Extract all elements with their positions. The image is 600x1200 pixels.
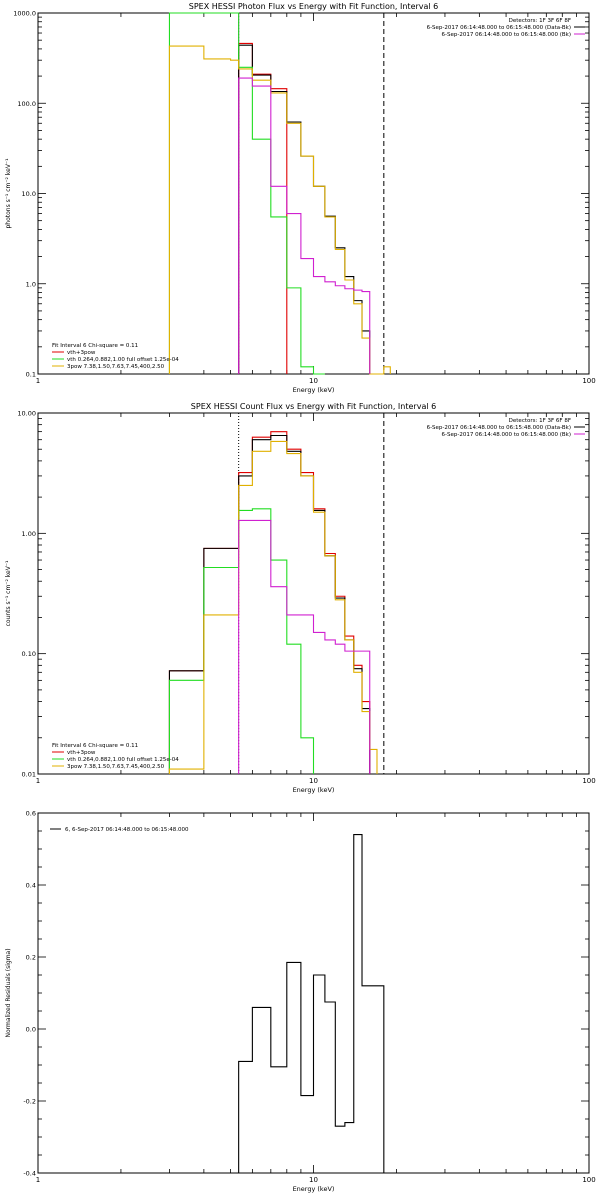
x-axis-label: Energy (keV) bbox=[293, 1185, 335, 1193]
series-line-1 bbox=[238, 834, 385, 1173]
y-tick-label: 0.1 bbox=[26, 371, 36, 379]
legend-bottom-left-text: vth+3pow bbox=[67, 350, 96, 356]
series-line-3 bbox=[168, 508, 315, 774]
y-tick-label: 10.00 bbox=[17, 410, 36, 418]
legend-bottom-left-text: Fit Interval 6 Chi-square = 0.11 bbox=[52, 743, 138, 749]
y-tick-label: 0.6 bbox=[26, 810, 36, 818]
chart-title: SPEX HESSI Count Flux vs Energy with Fit… bbox=[191, 402, 436, 411]
legend-bottom-left-text: vth 0.264,0.882,1.00 full offset 1.25e-0… bbox=[67, 357, 179, 363]
x-tick-label: 10 bbox=[309, 377, 318, 385]
legend-bottom-left-text: 3pow 7.38,1.50,7.63,7.45,400,2.50 bbox=[67, 364, 165, 370]
y-tick-label: 0.01 bbox=[22, 771, 36, 779]
x-tick-label: 1 bbox=[36, 1176, 40, 1184]
series-line-3 bbox=[168, 12, 325, 375]
legend-top-right-text: 6-Sep-2017 06:14:48.000 to 06:15:48.000 … bbox=[427, 425, 571, 431]
y-tick-label: 1.00 bbox=[22, 530, 36, 538]
series-line-5 bbox=[238, 519, 371, 774]
legend-top-right-text: 6-Sep-2017 06:14:48.000 to 06:15:48.000 … bbox=[442, 432, 572, 438]
legend-bottom-left-text: Fit Interval 6 Chi-square = 0.11 bbox=[52, 343, 138, 349]
x-axis-label: Energy (keV) bbox=[293, 786, 335, 794]
series-line-5 bbox=[238, 77, 371, 374]
chart-panel-1: SPEX HESSI Photon Flux vs Energy with Fi… bbox=[5, 2, 596, 394]
chart-panel-2: SPEX HESSI Count Flux vs Energy with Fit… bbox=[5, 402, 596, 794]
legend-bottom-left-text: vth+3pow bbox=[67, 750, 96, 756]
y-tick-label: -0.4 bbox=[23, 1170, 36, 1178]
y-tick-label: 0.2 bbox=[26, 954, 36, 962]
y-axis-label: Normalized Residuals (sigma) bbox=[5, 948, 12, 1037]
y-tick-label: 0.0 bbox=[26, 1026, 36, 1034]
chart-title: SPEX HESSI Photon Flux vs Energy with Fi… bbox=[189, 2, 439, 11]
legend-top-right-text: Detectors: 1F 3F 6F 8F bbox=[509, 418, 571, 424]
x-tick-label: 100 bbox=[582, 377, 595, 385]
chart-panel-3: 1 10 100 Energy (keV) -0.4 -0.2 0.0 0.2 0.4 0.6 No… bbox=[5, 810, 596, 1194]
y-tick-label: -0.2 bbox=[23, 1098, 36, 1106]
y-axis-label: photons s⁻¹ cm⁻² keV⁻¹ bbox=[5, 158, 12, 229]
y-tick-label: 1.0 bbox=[26, 280, 36, 288]
x-axis-label: Energy (keV) bbox=[293, 386, 335, 394]
series-line-2 bbox=[238, 44, 371, 374]
x-tick-label: 100 bbox=[582, 777, 595, 785]
y-tick-label: 0.4 bbox=[26, 882, 36, 890]
series-line-4 bbox=[168, 440, 378, 774]
series-line-2 bbox=[168, 434, 371, 774]
series-line-1 bbox=[168, 431, 371, 774]
x-tick-label: 1 bbox=[36, 377, 40, 385]
y-tick-label: 100.0 bbox=[17, 100, 36, 108]
x-tick-label: 1 bbox=[36, 777, 40, 785]
legend-top-right-text: 6-Sep-2017 06:14:48.000 to 06:15:48.000 … bbox=[442, 32, 572, 38]
x-tick-label: 10 bbox=[309, 777, 318, 785]
y-axis-label: counts s⁻¹ cm⁻² keV⁻¹ bbox=[5, 560, 12, 626]
legend-top-left-text: 6, 6-Sep-2017 06:14:48.000 to 06:15:48.0… bbox=[65, 827, 189, 833]
y-tick-label: 0.10 bbox=[22, 650, 36, 658]
y-tick-label: 10.0 bbox=[22, 190, 36, 198]
legend-top-right-text: 6-Sep-2017 06:14:48.000 to 06:15:48.000 … bbox=[427, 25, 571, 31]
legend-bottom-left-text: 3pow 7.38,1.50,7.63,7.45,400,2.50 bbox=[67, 764, 165, 770]
plot-frame bbox=[37, 412, 590, 775]
series-line-1 bbox=[238, 42, 288, 374]
plot-frame bbox=[37, 12, 590, 375]
x-tick-label: 100 bbox=[582, 1176, 595, 1184]
legend-bottom-left-text: vth 0.264,0.882,1.00 full offset 1.25e-0… bbox=[67, 757, 179, 763]
series-line-4 bbox=[168, 45, 391, 375]
y-tick-label: 1000.0 bbox=[13, 10, 36, 18]
legend-top-right-text: Detectors: 1F 3F 6F 8F bbox=[509, 18, 571, 24]
x-tick-label: 10 bbox=[309, 1176, 318, 1184]
